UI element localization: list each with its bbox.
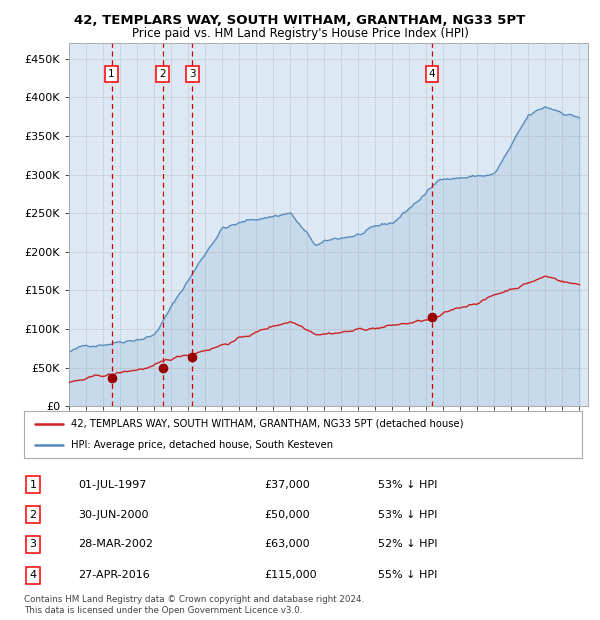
Text: 3: 3 xyxy=(189,69,196,79)
Text: £50,000: £50,000 xyxy=(264,510,310,520)
Text: 01-JUL-1997: 01-JUL-1997 xyxy=(78,480,146,490)
Text: 53% ↓ HPI: 53% ↓ HPI xyxy=(378,480,437,490)
Text: Contains HM Land Registry data © Crown copyright and database right 2024.: Contains HM Land Registry data © Crown c… xyxy=(24,595,364,604)
Text: 3: 3 xyxy=(29,539,37,549)
Text: £37,000: £37,000 xyxy=(264,480,310,490)
Text: £115,000: £115,000 xyxy=(264,570,317,580)
Text: 4: 4 xyxy=(29,570,37,580)
Text: 1: 1 xyxy=(108,69,115,79)
Text: 42, TEMPLARS WAY, SOUTH WITHAM, GRANTHAM, NG33 5PT: 42, TEMPLARS WAY, SOUTH WITHAM, GRANTHAM… xyxy=(74,14,526,27)
Text: This data is licensed under the Open Government Licence v3.0.: This data is licensed under the Open Gov… xyxy=(24,606,302,616)
Text: £63,000: £63,000 xyxy=(264,539,310,549)
Text: 1: 1 xyxy=(29,480,37,490)
Text: HPI: Average price, detached house, South Kesteven: HPI: Average price, detached house, Sout… xyxy=(71,440,334,450)
Text: 42, TEMPLARS WAY, SOUTH WITHAM, GRANTHAM, NG33 5PT (detached house): 42, TEMPLARS WAY, SOUTH WITHAM, GRANTHAM… xyxy=(71,418,464,428)
Text: 52% ↓ HPI: 52% ↓ HPI xyxy=(378,539,437,549)
Text: Price paid vs. HM Land Registry's House Price Index (HPI): Price paid vs. HM Land Registry's House … xyxy=(131,27,469,40)
Text: 53% ↓ HPI: 53% ↓ HPI xyxy=(378,510,437,520)
Text: 2: 2 xyxy=(29,510,37,520)
Text: 4: 4 xyxy=(428,69,435,79)
Text: 27-APR-2016: 27-APR-2016 xyxy=(78,570,150,580)
Text: 30-JUN-2000: 30-JUN-2000 xyxy=(78,510,149,520)
Text: 55% ↓ HPI: 55% ↓ HPI xyxy=(378,570,437,580)
Text: 2: 2 xyxy=(159,69,166,79)
Text: 28-MAR-2002: 28-MAR-2002 xyxy=(78,539,153,549)
